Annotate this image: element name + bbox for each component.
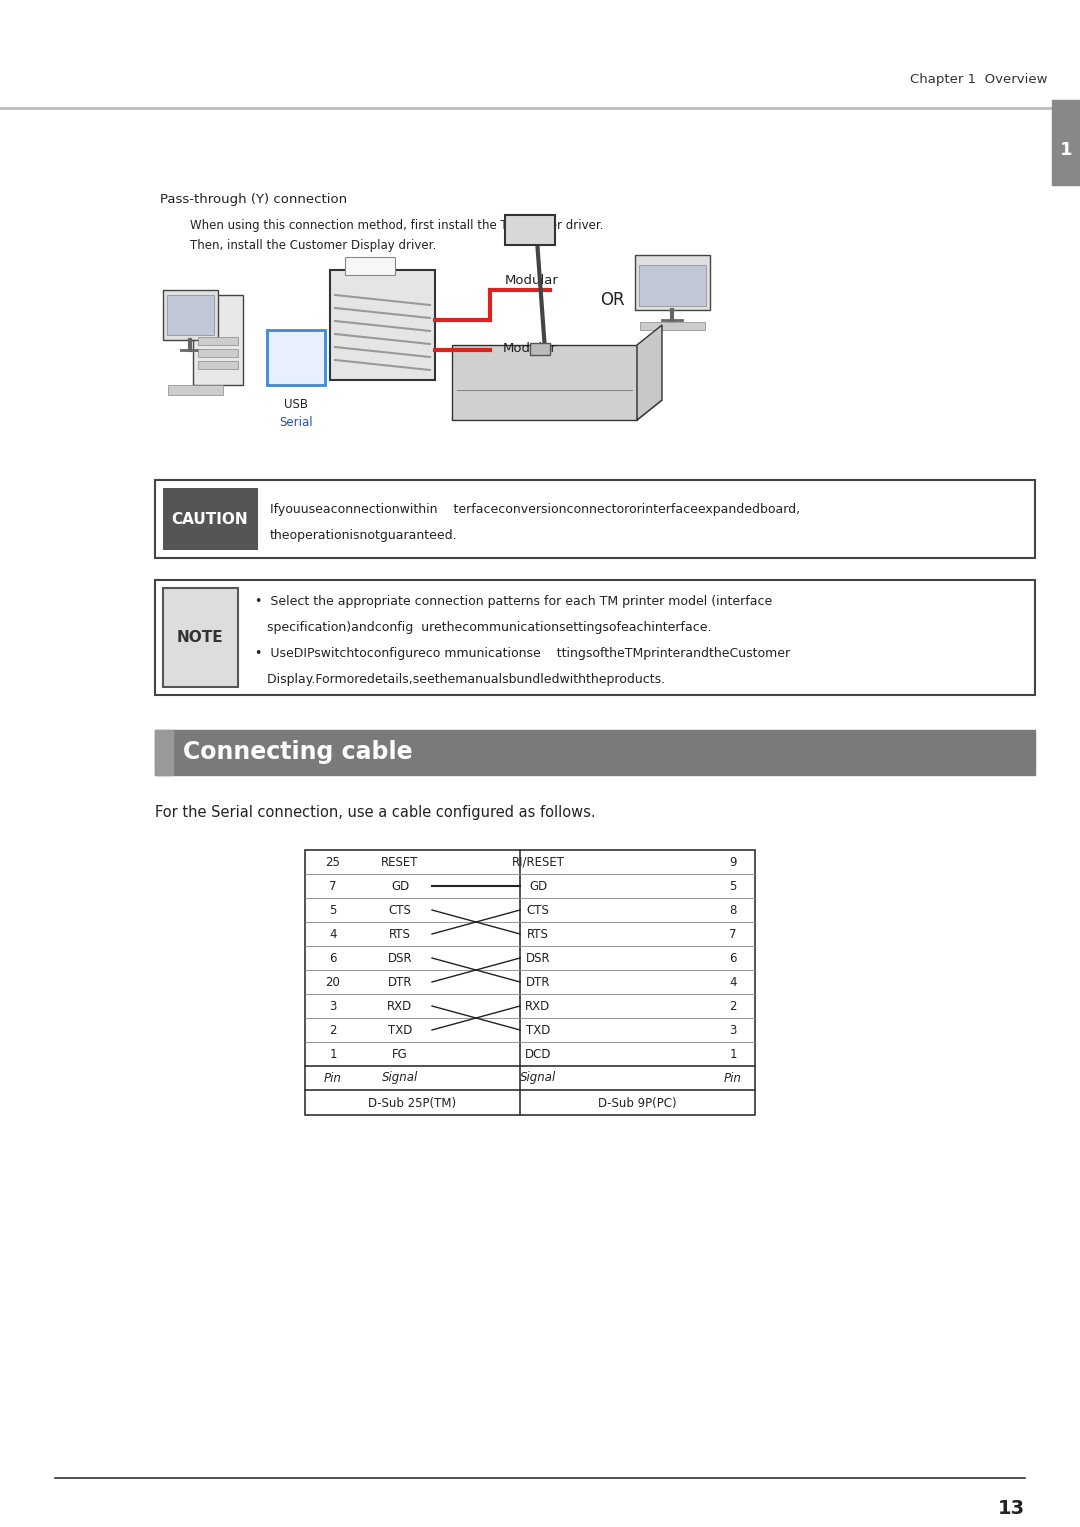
Text: 2: 2 xyxy=(329,1023,337,1037)
Text: 1: 1 xyxy=(329,1048,337,1060)
Text: Pass-through (Y) connection: Pass-through (Y) connection xyxy=(160,194,347,206)
Text: 13: 13 xyxy=(998,1498,1025,1518)
Bar xyxy=(156,479,1035,557)
Text: DTR: DTR xyxy=(526,976,550,988)
Text: 20: 20 xyxy=(325,976,340,988)
Text: D-Sub 9P(PC): D-Sub 9P(PC) xyxy=(597,1096,676,1110)
Text: •  UseDIPswitchtoconfigureco mmunicationse    ttingsoftheTMprinterandtheCustomer: • UseDIPswitchtoconfigureco mmunications… xyxy=(255,647,791,661)
Text: 7: 7 xyxy=(329,880,337,892)
Text: 3: 3 xyxy=(729,1023,737,1037)
Bar xyxy=(156,730,173,776)
Polygon shape xyxy=(637,325,662,420)
Text: DCD: DCD xyxy=(525,1048,551,1060)
Text: Chapter 1  Overview: Chapter 1 Overview xyxy=(909,72,1047,86)
Text: 8: 8 xyxy=(729,904,737,916)
Bar xyxy=(198,337,238,345)
Text: Signal: Signal xyxy=(382,1072,418,1084)
Text: Display.Formoredetails,seethemanualsbundledwiththeproducts.: Display.Formoredetails,seethemanualsbund… xyxy=(255,673,665,687)
Text: TXD: TXD xyxy=(388,1023,413,1037)
Text: For the Serial connection, use a cable configured as follows.: For the Serial connection, use a cable c… xyxy=(156,805,596,820)
Bar xyxy=(330,270,435,380)
Text: 7: 7 xyxy=(729,927,737,941)
Text: 25: 25 xyxy=(325,855,340,869)
Bar xyxy=(305,851,755,1115)
Bar xyxy=(267,330,325,385)
Text: RI/RESET: RI/RESET xyxy=(512,855,565,869)
Text: •  Select the appropriate connection patterns for each TM printer model (interfa: • Select the appropriate connection patt… xyxy=(255,596,772,608)
Text: Pin: Pin xyxy=(724,1072,742,1084)
Text: DSR: DSR xyxy=(388,951,413,965)
Text: OR: OR xyxy=(599,292,624,308)
Text: 9: 9 xyxy=(729,855,737,869)
Bar xyxy=(198,350,238,357)
Text: RTS: RTS xyxy=(389,927,410,941)
Text: 6: 6 xyxy=(729,951,737,965)
Text: 6: 6 xyxy=(329,951,337,965)
Text: Modular: Modular xyxy=(503,342,557,354)
Text: Then, install the Customer Display driver.: Then, install the Customer Display drive… xyxy=(190,238,436,252)
Text: USB: USB xyxy=(284,399,308,411)
Text: 4: 4 xyxy=(729,976,737,988)
Text: 3: 3 xyxy=(329,1000,337,1012)
Text: D-Sub 25P(TM): D-Sub 25P(TM) xyxy=(368,1096,456,1110)
Bar xyxy=(1052,99,1080,185)
Text: Ifyouuseaconnectionwithin    terfaceconversionconnectororinterfaceexpandedboard,: Ifyouuseaconnectionwithin terfaceconvers… xyxy=(270,504,800,516)
Bar xyxy=(198,360,238,370)
Bar xyxy=(163,290,218,341)
Text: TXD: TXD xyxy=(526,1023,550,1037)
Bar xyxy=(163,489,258,550)
Text: 5: 5 xyxy=(329,904,337,916)
Text: 1: 1 xyxy=(1059,140,1072,159)
Text: When using this connection method, first install the TM printer driver.: When using this connection method, first… xyxy=(190,218,604,232)
Text: 5: 5 xyxy=(729,880,737,892)
Bar xyxy=(640,322,705,330)
Text: 1: 1 xyxy=(729,1048,737,1060)
Text: CTS: CTS xyxy=(389,904,411,916)
Bar xyxy=(639,266,706,305)
Text: Modular: Modular xyxy=(505,273,558,287)
Bar xyxy=(156,730,1035,776)
Text: Signal: Signal xyxy=(519,1072,556,1084)
Bar xyxy=(168,385,222,395)
Text: Pin: Pin xyxy=(324,1072,342,1084)
Text: CTS: CTS xyxy=(527,904,550,916)
Text: 2: 2 xyxy=(729,1000,737,1012)
Text: CAUTION: CAUTION xyxy=(172,512,248,527)
Bar xyxy=(635,255,710,310)
Text: FG: FG xyxy=(392,1048,408,1060)
Text: theoperationisnotguaranteed.: theoperationisnotguaranteed. xyxy=(270,528,458,542)
Polygon shape xyxy=(453,400,662,420)
Text: RTS: RTS xyxy=(527,927,549,941)
Polygon shape xyxy=(453,345,637,420)
Text: RXD: RXD xyxy=(525,1000,551,1012)
Text: specification)andconfig  urethecommunicationsettingsofeachinterface.: specification)andconfig urethecommunicat… xyxy=(255,621,712,635)
Bar xyxy=(156,580,1035,695)
Text: DSR: DSR xyxy=(526,951,551,965)
Text: DTR: DTR xyxy=(388,976,413,988)
Text: 4: 4 xyxy=(329,927,337,941)
Bar xyxy=(505,215,555,244)
Text: GD: GD xyxy=(391,880,409,892)
Text: NOTE: NOTE xyxy=(177,629,224,644)
Text: Connecting cable: Connecting cable xyxy=(183,741,413,764)
Bar xyxy=(193,295,243,385)
Text: RESET: RESET xyxy=(381,855,419,869)
Bar xyxy=(167,295,214,334)
Bar xyxy=(345,257,395,275)
Text: RXD: RXD xyxy=(388,1000,413,1012)
Text: GD: GD xyxy=(529,880,548,892)
Bar xyxy=(163,588,238,687)
Text: Serial: Serial xyxy=(280,417,313,429)
Bar xyxy=(530,344,550,354)
